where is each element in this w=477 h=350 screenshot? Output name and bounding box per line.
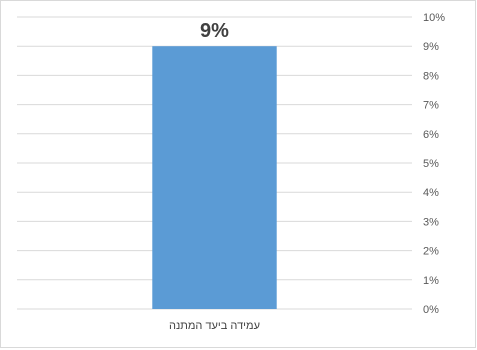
bar-data-label: 9% xyxy=(200,20,229,42)
y-tick-label: 8% xyxy=(423,70,439,82)
bar xyxy=(152,46,277,309)
x-category-label: עמידה ביעד המתנה xyxy=(169,320,260,332)
y-tick-label: 0% xyxy=(423,304,439,316)
y-tick-label: 2% xyxy=(423,246,439,258)
label-layer: 0% 1% 2% 3% 4% 5% 6% 7% 8% 9% 10% 9% עמידה ביעד המתנ… xyxy=(169,12,445,332)
y-tick-label: 5% xyxy=(423,158,439,170)
y-tick-label: 7% xyxy=(423,100,439,112)
y-tick-label: 1% xyxy=(423,275,439,287)
y-tick-label: 6% xyxy=(423,129,439,141)
y-tick-label: 9% xyxy=(423,41,439,53)
y-tick-label: 10% xyxy=(423,12,445,24)
bar-layer xyxy=(152,46,277,309)
y-tick-label: 4% xyxy=(423,187,439,199)
y-tick-label: 3% xyxy=(423,216,439,228)
